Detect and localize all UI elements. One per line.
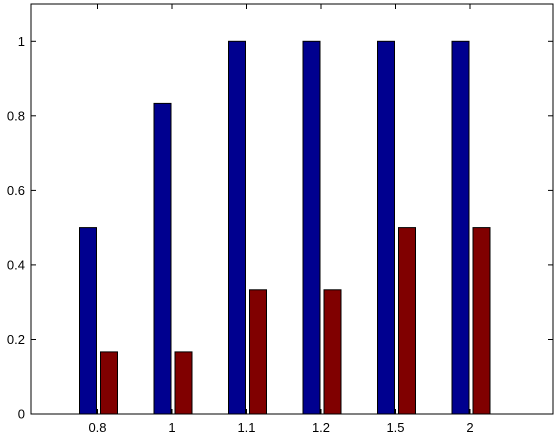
y-tick-label: 0.2 [7, 332, 25, 347]
y-axis-ticks: 0 0.2 0.4 0.6 0.8 1 [7, 34, 553, 422]
x-tick-label: 1.1 [237, 420, 255, 435]
bar-series1-1 [153, 102, 172, 415]
x-tick-label: 0.8 [88, 420, 106, 435]
y-tick-label: 1 [18, 34, 25, 49]
y-tick-label: 0 [18, 407, 25, 422]
bars-group [79, 40, 491, 415]
y-tick-label: 0.4 [7, 257, 25, 272]
x-tick-label: 1 [168, 420, 175, 435]
bar-series2-1.2 [323, 289, 342, 415]
x-tick-label: 2 [466, 420, 473, 435]
bar-series2-0.8 [100, 351, 118, 415]
bar-series2-1.1 [249, 289, 267, 415]
bar-series1-1.2 [302, 40, 321, 415]
x-tick-label: 1.2 [312, 420, 330, 435]
bar-series1-1.5 [377, 40, 395, 415]
y-tick-label: 0.8 [7, 108, 25, 123]
bar-series2-1 [174, 351, 193, 415]
bar-series2-2 [472, 227, 491, 415]
bar-series1-1.1 [228, 40, 246, 415]
bar-series2-1.5 [398, 227, 416, 415]
x-tick-label: 1.5 [386, 420, 404, 435]
bar-series1-2 [451, 40, 470, 415]
y-tick-label: 0.6 [7, 183, 25, 198]
x-axis-ticks: 0.8 1 1.1 1.2 1.5 2 [88, 4, 474, 435]
bar-series1-0.8 [79, 227, 97, 415]
